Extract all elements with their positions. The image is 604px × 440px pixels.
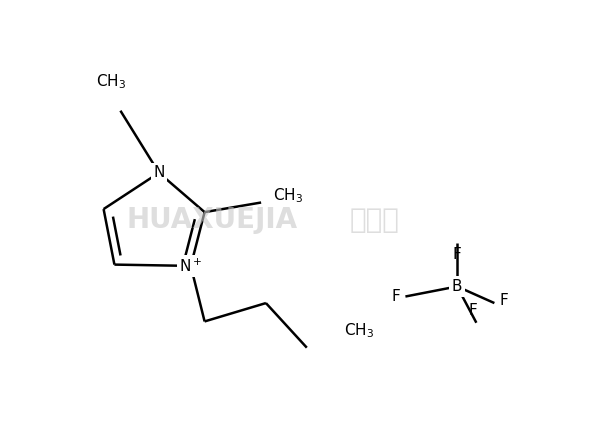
Text: HUAXUEJIA: HUAXUEJIA [126,206,297,234]
Text: F: F [469,303,478,319]
Text: F: F [499,293,508,308]
Text: CH$_3$: CH$_3$ [273,187,303,205]
Text: F: F [392,289,400,304]
Text: CH$_3$: CH$_3$ [344,321,374,340]
Text: F: F [453,247,461,262]
Text: B: B [452,279,463,294]
Text: N$^+$: N$^+$ [179,257,202,275]
Text: CH$_3$: CH$_3$ [97,72,126,91]
Text: N: N [153,165,165,180]
Text: 化学加: 化学加 [349,206,399,234]
